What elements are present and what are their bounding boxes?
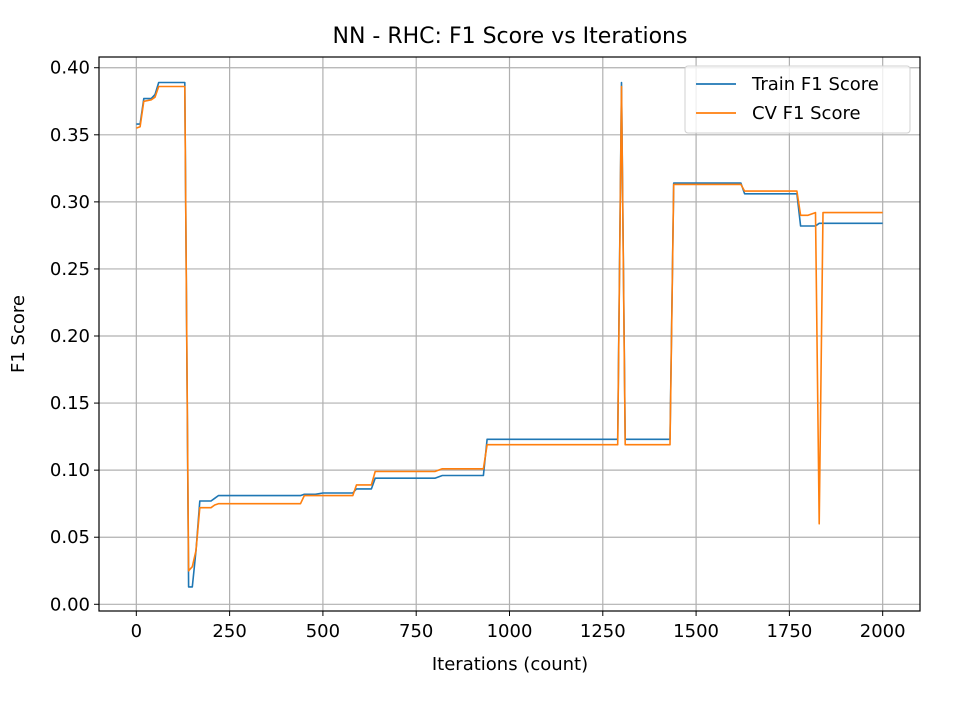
x-axis: 0 250 500 750 1000 1250 1500 1750 2000: [131, 611, 906, 642]
x-tick-label: 1750: [766, 621, 812, 642]
plot-frame: [98, 56, 921, 612]
y-tick-label: 0.05: [50, 527, 90, 548]
x-tick-label: 0: [131, 621, 142, 642]
y-tick-label: 0.20: [50, 326, 90, 347]
x-axis-label: Iterations (count): [432, 654, 588, 675]
series-group: [136, 81, 883, 588]
x-tick-label: 1000: [487, 621, 533, 642]
x-tick-label: 250: [212, 621, 246, 642]
legend-box: [684, 65, 911, 134]
y-tick-label: 0.35: [50, 125, 90, 146]
y-tick-label: 0.10: [50, 460, 90, 481]
y-tick-label: 0.30: [50, 192, 90, 213]
cv-f1-score-line: [136, 85, 883, 572]
y-tick-label: 0.40: [50, 58, 90, 79]
chart-title: NN - RHC: F1 Score vs Iterations: [333, 24, 688, 49]
x-tick-label: 2000: [860, 621, 906, 642]
y-tick-label: 0.25: [50, 259, 90, 280]
x-tick-label: 1250: [580, 621, 626, 642]
x-tick-label: 1500: [673, 621, 719, 642]
legend-label-train-f1-score: Train F1 Score: [751, 74, 879, 95]
y-axis-label: F1 Score: [8, 295, 29, 373]
y-tick-label: 0.15: [50, 393, 90, 414]
legend-label-cv-f1-score: CV F1 Score: [752, 103, 861, 124]
x-tick-label: 500: [306, 621, 340, 642]
y-tick-label: 0.00: [50, 594, 90, 615]
grid: [99, 57, 920, 611]
x-tick-label: 750: [399, 621, 433, 642]
y-axis: 0.00 0.05 0.10 0.15 0.20 0.25 0.30 0.35 0.40: [50, 58, 99, 615]
legend: Train F1 Score CV F1 Score: [684, 65, 911, 134]
